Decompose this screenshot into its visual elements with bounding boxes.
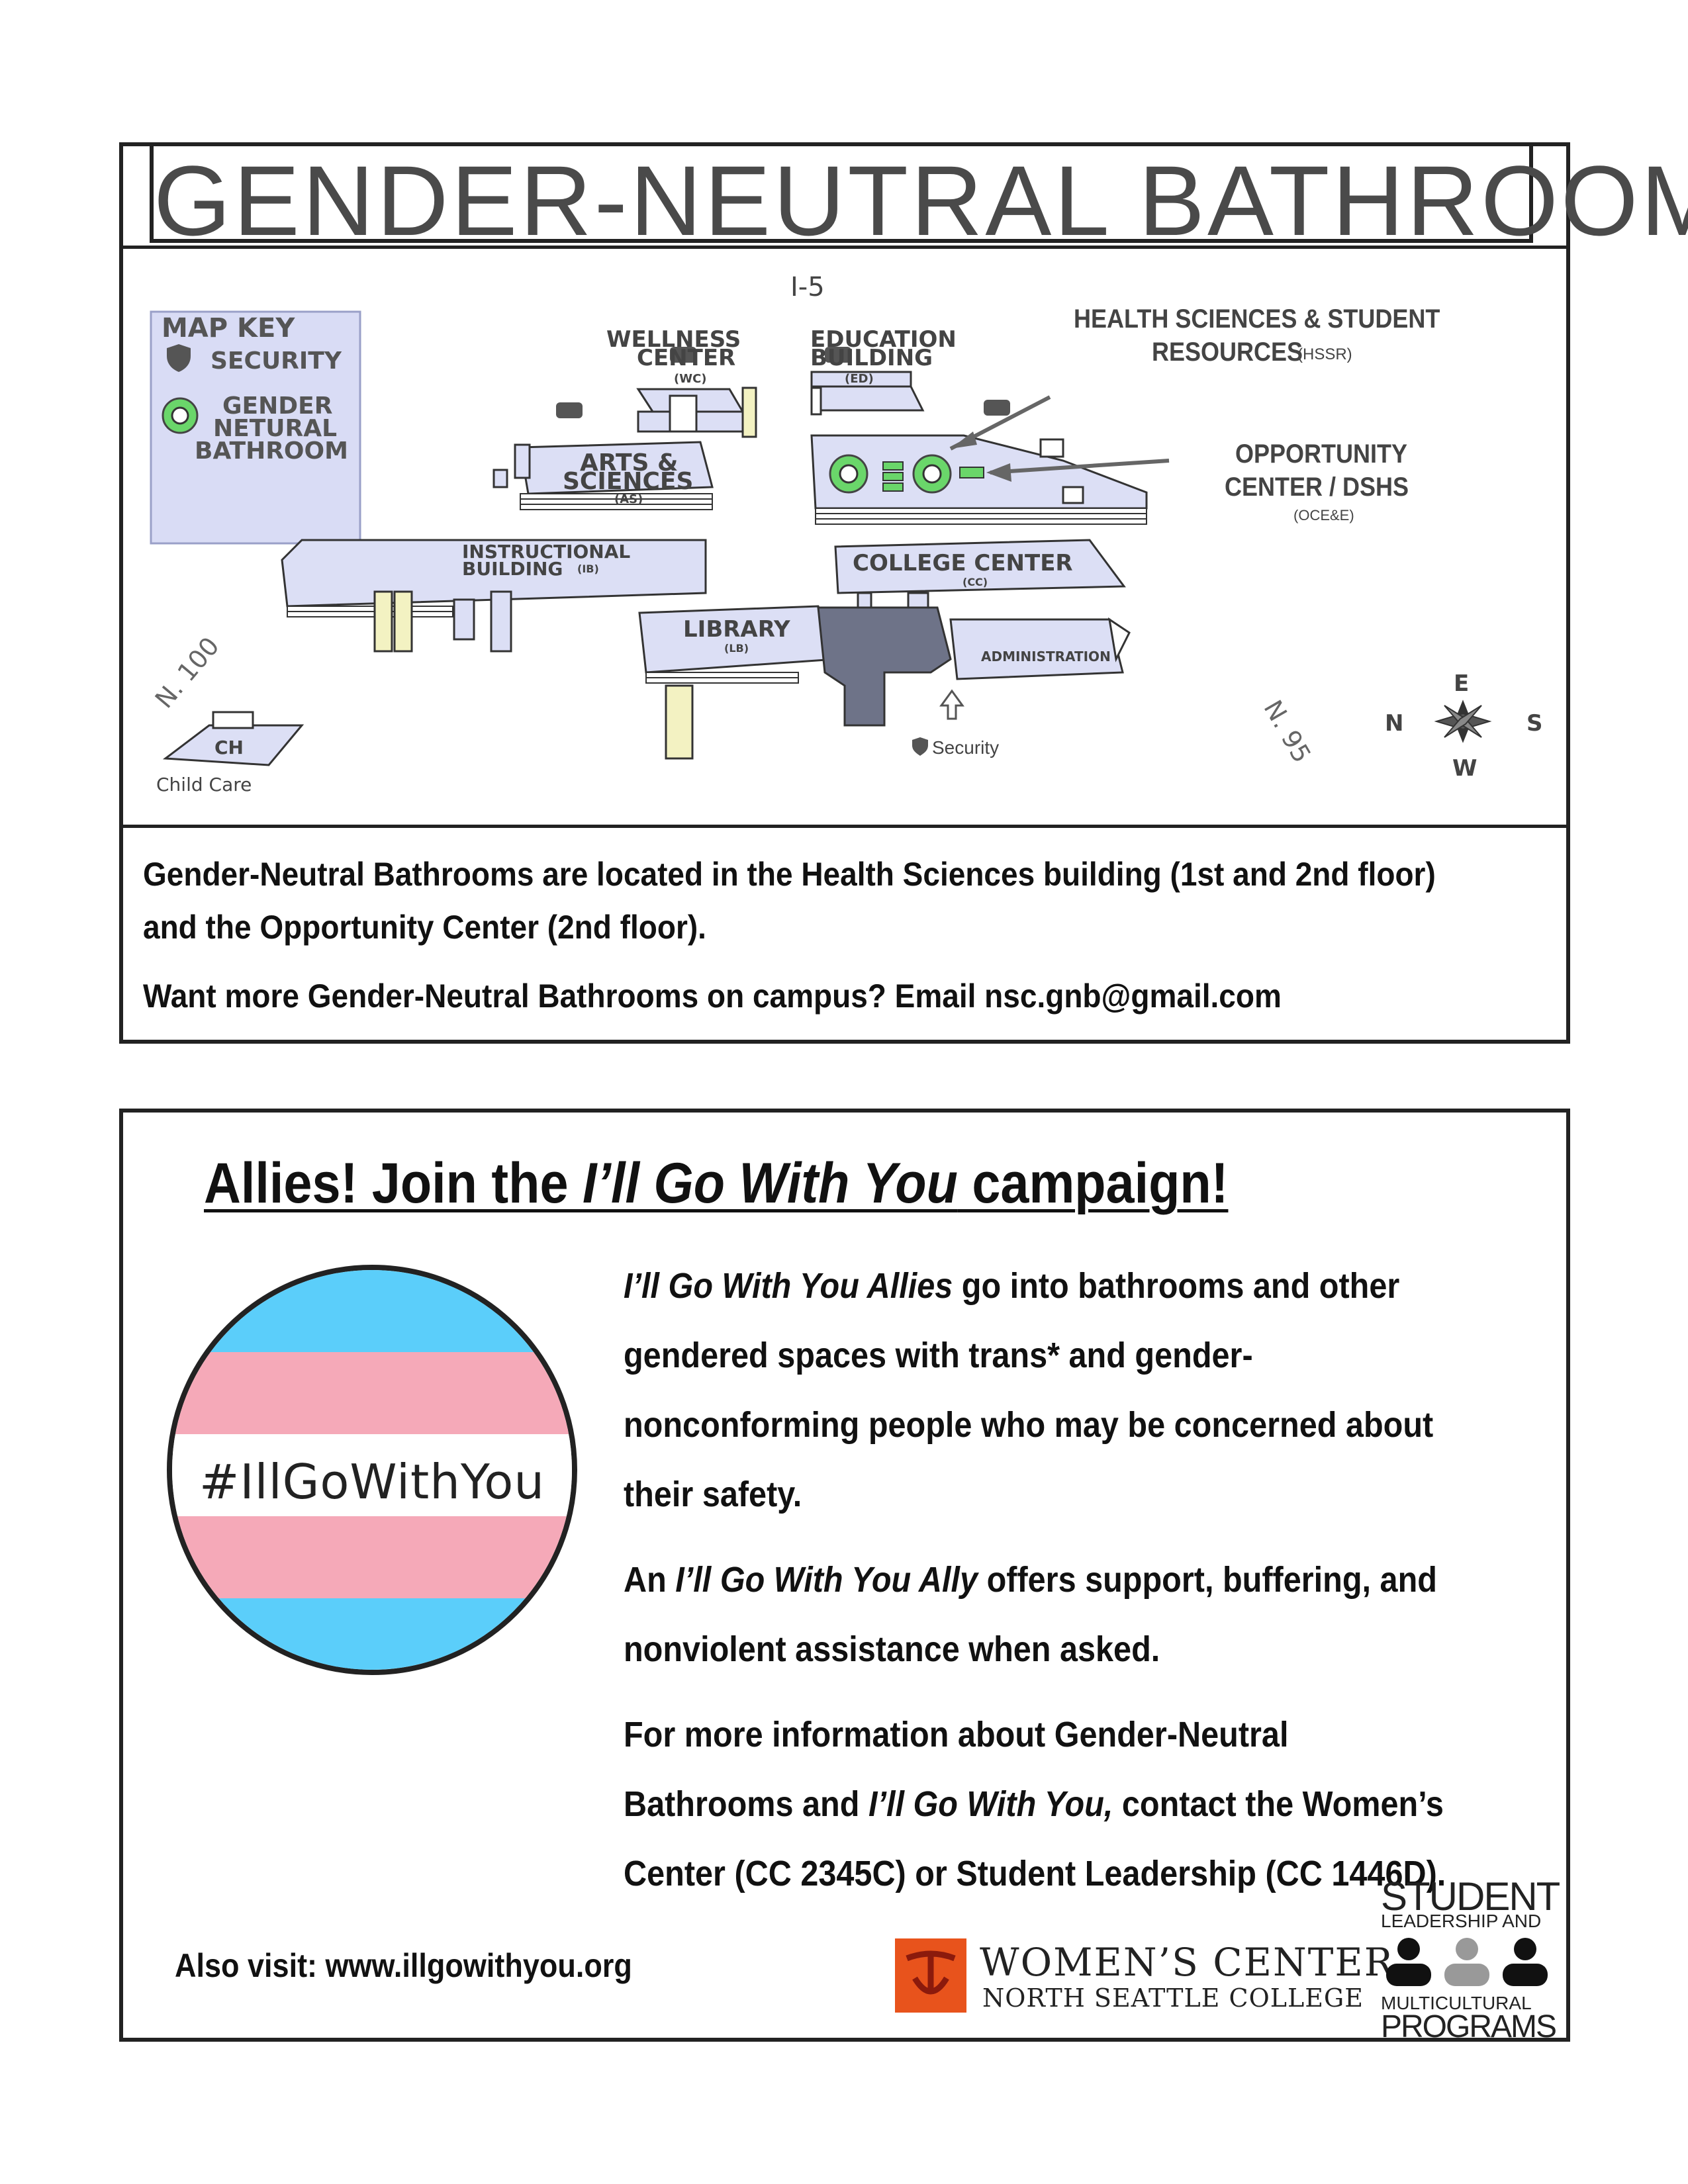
hssr-code: (HSSR) [1297,345,1352,363]
administration-label: ADMINISTRATION [981,649,1111,664]
womens-center-subtitle: NORTH SEATTLE COLLEGE [982,1983,1364,2013]
campus-map: I-5 MAP KEY SECURITY GENDER NETURAL BATH… [123,246,1566,828]
compass-east: E [1454,670,1470,697]
student-leadership-logo: STUDENT LEADERSHIP AND MULTICULTURAL PRO… [1381,1874,1560,2044]
library-label: LIBRARY [683,616,790,643]
wellness-code: (WC) [674,372,707,386]
college-center-building [834,539,1126,594]
education-label-1: EDUCATION [810,326,957,353]
wellness-label-1: WELLNESS [606,326,741,353]
bathroom-info-text: Gender-Neutral Bathrooms are located in … [143,848,1546,1023]
child-care-building [162,724,305,766]
arts-code: (AS) [614,492,643,506]
library-walkway [817,606,952,727]
college-center-code: (CC) [962,576,988,588]
people-icon [1386,1938,1548,1986]
instructional-code: (IB) [577,563,599,575]
campaign-body: I’ll Go With You Allies go into bathroom… [624,1251,1550,1925]
opportunity-label-1: OPPORTUNITY [1235,439,1408,469]
compass-north: N [1385,710,1404,737]
heading-part-italic: I’ll Go With You [583,1152,958,1215]
education-code: (ED) [845,372,874,386]
opportunity-code: (OCE&E) [1293,507,1354,523]
badge-hashtag: #IllGoWithYou [199,1454,545,1510]
security-arrow-icon [939,689,964,720]
administration-building [949,618,1124,680]
womens-center-mark-icon [895,1938,966,2013]
education-label-2: BUILDING [810,345,933,371]
p1-italic: I’ll Go With You Allies [624,1266,953,1306]
map-key-title: MAP KEY [162,313,295,343]
map-key-security: SECURITY [211,347,342,375]
security-marker-label: Security [932,737,1000,758]
arts-label-2: SCIENCES [563,468,694,495]
ill-go-with-you-badge: #IllGoWithYou [167,1265,577,1675]
opportunity-label-2: CENTER / DSHS [1225,473,1409,502]
map-key-bathroom-2: NETURAL [213,415,338,442]
sl-line-1: STUDENT [1381,1874,1560,1919]
hssr-label-2: RESOURCES [1152,338,1303,367]
instructional-building [281,539,707,608]
map-key-bathroom-3: BATHROOM [195,437,348,465]
paragraph-3: For more information about Gender-Neutra… [624,1700,1458,1909]
parking-icons [556,347,1010,418]
campaign-heading: Allies! Join the I’ll Go With You campai… [204,1151,1228,1216]
campaign-panel: Allies! Join the I’ll Go With You campai… [119,1109,1570,2044]
p2-text: offers support, buffering, and nonviolen… [624,1560,1437,1669]
title-box: GENDER-NEUTRAL BATHROOMS [150,145,1688,256]
compass-west: W [1452,755,1477,782]
sl-line-2: LEADERSHIP AND [1381,1911,1542,1931]
sl-line-4: PROGRAMS [1381,2009,1557,2044]
map-key-bathroom-1: GENDER [222,392,333,420]
paragraph-1: I’ll Go With You Allies go into bathroom… [624,1251,1458,1529]
arts-label-1: ARTS & [580,449,679,477]
instructional-label-2: BUILDING [462,558,563,580]
library-code: (LB) [724,642,749,655]
womens-center-title: WOMEN’S CENTER [980,1940,1395,1985]
security-shield-marker-icon [912,737,928,756]
location-line-2: and the Opportunity Center (2nd floor). [143,909,706,946]
email-line: Want more Gender-Neutral Bathrooms on ca… [143,978,1282,1015]
child-care-label: Child Care [156,774,252,796]
instructional-label-1: INSTRUCTIONAL [462,541,631,563]
opportunity-arrow [990,459,1170,475]
bathroom-map-panel: GENDER-NEUTRAL BATHROOMS [119,142,1688,1044]
compass-icon [1434,700,1492,743]
paragraph-2: An I’ll Go With You Ally offers support,… [624,1545,1458,1684]
sl-line-3: MULTICULTURAL [1381,1993,1532,2013]
hssr-label-1: HEALTH SCIENCES & STUDENT [1074,304,1440,334]
wellness-label-2: CENTER [637,345,736,371]
womens-center-logo: WOMEN’S CENTER NORTH SEATTLE COLLEGE [895,1938,1393,2013]
p3-italic: I’ll Go With You, [868,1784,1113,1824]
p1-text: go into bathrooms and other gendered spa… [624,1266,1434,1514]
location-line-1: Gender-Neutral Bathrooms are located in … [143,856,1436,893]
college-center-label: COLLEGE CENTER [853,550,1073,576]
p3-text: contact the Women’s Center (CC 2345C) or… [624,1784,1446,1893]
page-title: GENDER-NEUTRAL BATHROOMS [154,145,1688,256]
campus-map-drawing [150,310,1492,766]
p2-italic: I’ll Go With You Ally [675,1560,978,1600]
security-shield-icon [167,344,191,372]
heading-part-3: campaign! [957,1152,1229,1215]
heading-part-1: Allies! Join the [204,1152,583,1215]
website-link[interactable]: Also visit: www.illgowithyou.org [175,1947,632,1984]
compass-south: S [1526,710,1543,737]
i5-label: I-5 [790,272,825,302]
p3-pre: For more information about Gender-Neutra… [624,1715,1289,1824]
p2-pre: An [624,1560,676,1600]
child-care-code: CH [214,737,244,758]
